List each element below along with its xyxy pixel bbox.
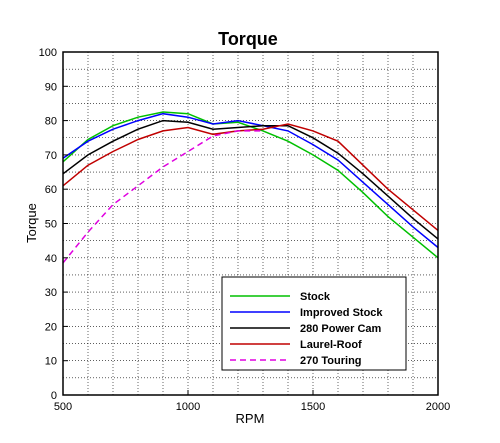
series-line-stock (62, 111, 439, 259)
axis-ticks: 0 10 20 30 40 50 60 70 80 90 100 500 1000 1500 2000 (39, 47, 451, 413)
x-tick-label: 500 (54, 401, 72, 413)
y-tick-label: 10 (45, 356, 57, 368)
y-tick-label: 70 (45, 150, 57, 162)
legend-label: Stock (300, 291, 331, 303)
grid-lines (63, 52, 438, 395)
y-tick-label: 100 (39, 47, 57, 59)
series-line-improved-stock (62, 112, 439, 249)
y-tick-label: 60 (45, 184, 57, 196)
legend-label: 270 Touring (300, 355, 362, 367)
chart-title: Torque (218, 29, 278, 49)
x-tick-label: 1500 (301, 401, 325, 413)
legend: Stock Improved Stock 280 Power Cam Laurel-R… (221, 276, 407, 371)
series-lines (62, 111, 439, 264)
series-line-laurel-roof (62, 123, 439, 231)
legend-label: 280 Power Cam (300, 323, 382, 335)
y-axis-label: Torque (24, 203, 39, 243)
series-line-270-touring (62, 130, 263, 264)
y-tick-label: 50 (45, 219, 57, 231)
y-tick-label: 80 (45, 116, 57, 128)
y-tick-label: 30 (45, 287, 57, 299)
x-tick-label: 2000 (426, 401, 450, 413)
y-tick-label: 20 (45, 321, 57, 333)
y-tick-label: 0 (51, 390, 57, 402)
y-tick-label: 90 (45, 81, 57, 93)
y-tick-label: 40 (45, 253, 57, 265)
x-axis-label: RPM (236, 411, 265, 426)
legend-label: Laurel-Roof (300, 339, 362, 351)
legend-box (221, 276, 407, 371)
x-tick-label: 1000 (176, 401, 200, 413)
legend-label: Improved Stock (300, 307, 383, 319)
series-line-280-power-cam (62, 119, 439, 240)
